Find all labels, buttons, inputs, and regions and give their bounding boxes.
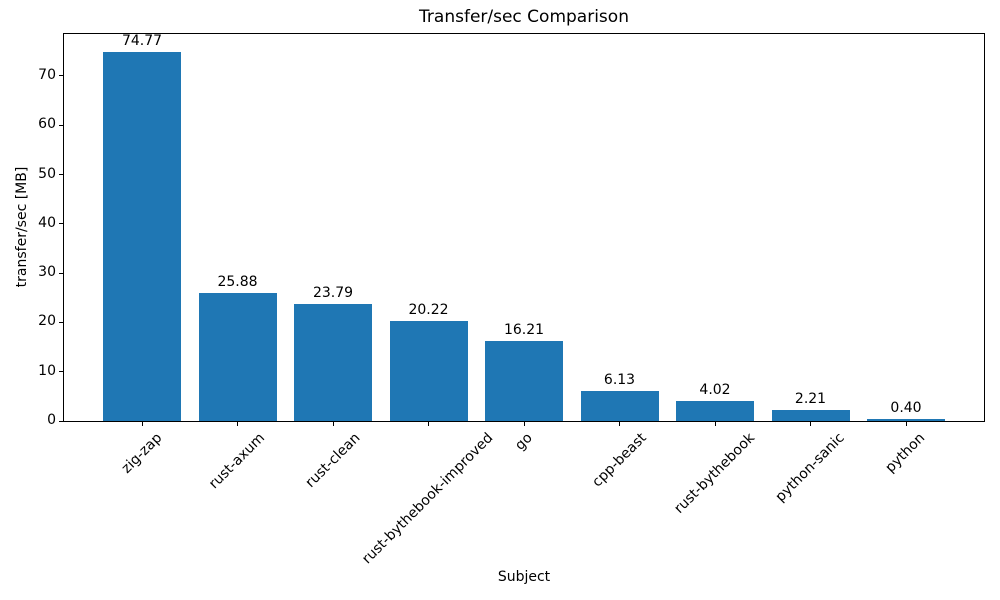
y-tick (59, 75, 63, 77)
bar-value-label: 16.21 (503, 322, 545, 339)
bar-value-label: 6.13 (603, 371, 636, 388)
y-axis-label: transfer/sec [MB] (14, 166, 30, 288)
bar-value-label: 25.88 (217, 274, 258, 291)
bar (294, 303, 372, 421)
x-tick (237, 422, 238, 426)
x-axis-label: Subject (497, 569, 551, 585)
y-tick (59, 174, 63, 175)
y-tick-label: 10 (38, 362, 56, 379)
y-tick-label: 0 (47, 412, 56, 428)
bar (389, 321, 468, 421)
x-tick-label: cpp-beast (589, 430, 650, 491)
bar (580, 390, 659, 421)
y-tick (59, 272, 63, 274)
y-tick (59, 371, 63, 373)
x-tick-label: rust-bythebook (671, 430, 758, 517)
y-tick (59, 223, 63, 225)
x-tick (619, 422, 620, 426)
bar-value-label: 2.21 (794, 391, 827, 408)
x-tick (332, 422, 334, 426)
x-tick-label: rust-axum (205, 430, 269, 493)
y-tick-label: 20 (38, 313, 56, 330)
bar-value-label: 23.79 (312, 284, 354, 301)
bar (198, 293, 277, 421)
x-tick-label: zig-zap (118, 430, 165, 477)
y-tick (59, 321, 63, 323)
y-tick (59, 124, 63, 126)
y-tick (59, 420, 63, 422)
y-tick-label: 40 (38, 214, 56, 231)
bar-value-label: 20.22 (408, 302, 449, 319)
y-tick-label: 60 (38, 116, 56, 133)
chart-title: Transfer/sec Comparison (419, 7, 629, 27)
x-tick (905, 422, 907, 426)
x-tick-label: rust-bythebook-improved (359, 430, 497, 568)
bar-value-label: 74.77 (121, 33, 163, 50)
x-tick-label: python-sanic (772, 430, 848, 506)
bar (867, 419, 945, 421)
y-tick-label: 30 (38, 264, 56, 281)
bar (103, 52, 181, 421)
bar (676, 401, 754, 421)
plot-area: 0 10 20 30 40 50 60 70 74.77 25.88 23.79 20.22 16.21… (38, 33, 985, 428)
bar (771, 410, 850, 421)
x-tick-label: python (882, 430, 929, 476)
x-tick (714, 422, 716, 426)
x-tick-label: rust-clean (302, 430, 364, 491)
x-tick (141, 422, 143, 426)
x-tick (523, 422, 525, 426)
bar-value-label: 4.02 (699, 382, 731, 399)
bar-value-label: 0.40 (890, 400, 922, 417)
x-tick (810, 422, 811, 426)
y-tick-label: 50 (38, 165, 56, 182)
y-tick-label: 70 (38, 66, 56, 83)
bar (485, 341, 563, 421)
x-tick (428, 422, 429, 426)
x-tick-label: go (512, 430, 536, 454)
